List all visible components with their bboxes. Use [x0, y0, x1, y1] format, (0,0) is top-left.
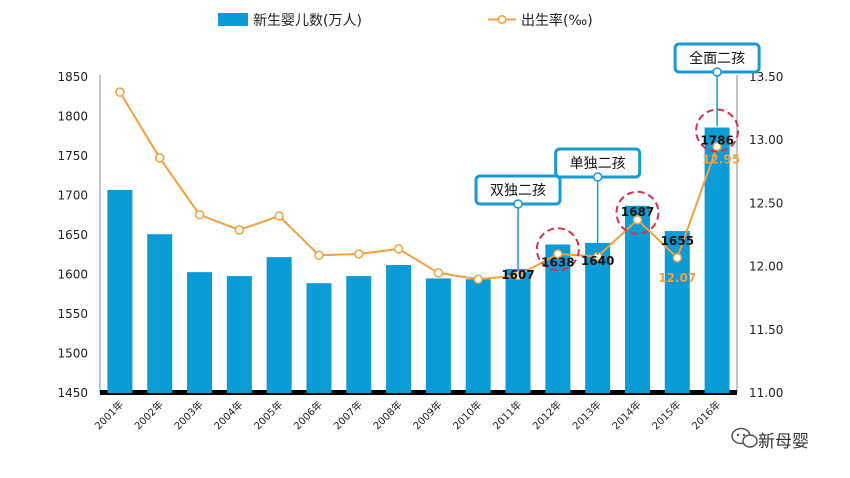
y-right-tick-label: 11.50: [749, 323, 783, 337]
rate-point: [194, 210, 205, 220]
x-tick-label: 2013年: [570, 398, 604, 432]
bar: [346, 276, 372, 393]
rate-point: [274, 211, 284, 221]
rate-point: [354, 249, 364, 259]
bar-value-label: 1786: [700, 134, 733, 148]
y-left-tick-label: 1500: [57, 347, 88, 361]
callout-label: 全面二孩: [689, 50, 745, 67]
y-left-tick-label: 1750: [57, 149, 88, 163]
callout-label: 双独二孩: [490, 183, 546, 199]
rate-point: [154, 153, 165, 163]
bar: [704, 127, 730, 393]
rate-point: [513, 270, 523, 281]
y-left-tick-label: 1450: [57, 386, 88, 400]
bar: [465, 279, 491, 393]
callout-anchor: [513, 199, 523, 209]
y-right-tick-label: 12.50: [749, 196, 783, 210]
watermark: 新母婴: [731, 427, 809, 452]
x-tick-label: 2016年: [689, 398, 723, 432]
bar: [107, 189, 133, 393]
y-left-tick-label: 1600: [57, 268, 88, 282]
rate-point: [433, 268, 444, 278]
y-left-tick-label: 1550: [57, 307, 88, 321]
rate-point: [115, 87, 125, 97]
highlight-circle: [615, 190, 660, 235]
rate-value-label: 12.07: [658, 271, 696, 285]
legend-line-label: 出生率(‰): [521, 12, 593, 29]
callout-label: 单独二孩: [570, 156, 626, 172]
bar: [187, 272, 213, 393]
bar-value-label: 1638: [541, 255, 574, 269]
y-right-tick-label: 13.50: [749, 70, 783, 84]
rate-line: [115, 87, 722, 284]
y-right-tick-label: 12.00: [749, 260, 783, 274]
callout-anchor: [712, 67, 722, 77]
rate-series-line: [119, 91, 719, 281]
bar: [147, 234, 173, 393]
legend-bar-swatch: [218, 13, 248, 26]
rate-point: [393, 244, 404, 254]
callout-anchor: [592, 172, 603, 182]
x-tick-label: 2008年: [370, 398, 404, 432]
x-tick-label: 2012年: [530, 398, 564, 432]
highlight-circle: [535, 227, 580, 272]
y-left-tick-label: 1650: [57, 228, 88, 242]
rate-point: [553, 249, 563, 259]
bar-value-label: 1655: [661, 234, 694, 248]
rate-point: [314, 250, 324, 260]
y-right-tick-label: 13.00: [749, 133, 783, 147]
x-tick-label: 2005年: [251, 398, 285, 432]
bar: [624, 205, 650, 393]
rate-point: [672, 253, 683, 263]
bar-value-label: 1640: [581, 254, 614, 268]
bar: [585, 242, 611, 393]
bar: [306, 283, 332, 393]
legend-bar-label: 新生婴儿数(万人): [253, 13, 362, 29]
wechat-icon: [731, 427, 758, 448]
legend: 新生婴儿数(万人) 出生率(‰): [218, 12, 593, 29]
bar-value-label: 1687: [621, 205, 654, 219]
y-left-tick-label: 1700: [57, 189, 88, 203]
policy-callouts: 双独二孩 单独二孩 全面二孩: [474, 42, 761, 271]
rate-point: [234, 225, 245, 235]
y-left-tick-label: 1800: [57, 110, 88, 124]
rate-point: [632, 215, 643, 225]
y-left-tick-label: 1850: [57, 70, 88, 84]
highlight-circle: [695, 108, 740, 153]
x-tick-label: 2002年: [132, 398, 166, 432]
bar: [505, 268, 531, 393]
x-tick-label: 2003年: [171, 398, 205, 432]
x-tick-label: 2004年: [211, 398, 245, 432]
x-tick-label: 2011年: [490, 398, 524, 432]
x-tick-label: 2014年: [609, 398, 643, 432]
bar: [386, 265, 412, 393]
legend-line-marker: [497, 14, 507, 25]
x-tick-label: 2009年: [410, 398, 444, 432]
y-right-tick-label: 11.00: [749, 386, 783, 400]
bar: [226, 276, 252, 393]
x-tick-label: 2006年: [291, 398, 325, 432]
x-tick-label: 2015年: [649, 398, 683, 432]
bar-value-label: 1607: [501, 268, 534, 282]
bar: [425, 278, 451, 393]
x-axis-baseline: [100, 390, 737, 395]
bars: [107, 127, 730, 393]
bar: [266, 257, 292, 393]
rate-point: [473, 274, 483, 284]
x-tick-label: 2007年: [331, 398, 365, 432]
x-tick-label: 2001年: [92, 398, 126, 432]
watermark-text: 新母婴: [758, 432, 809, 452]
data-labels: 1607 1638 1640 1687 1655 1786 12.07 12.95: [501, 108, 740, 285]
rate-value-label: 12.95: [702, 153, 740, 167]
rate-point: [712, 141, 722, 152]
x-tick-label: 2010年: [450, 398, 484, 432]
